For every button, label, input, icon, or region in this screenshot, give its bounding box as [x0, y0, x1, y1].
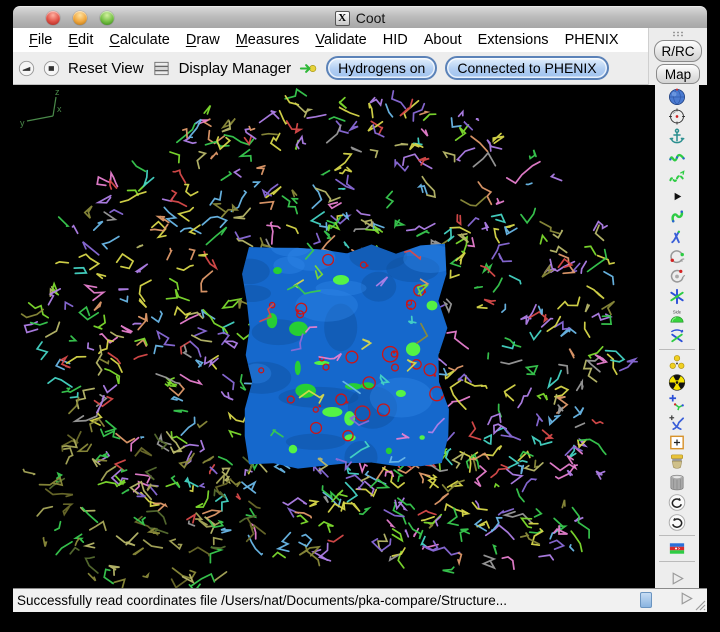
torsion-general-icon[interactable] — [667, 267, 687, 286]
menu-item-phenix[interactable]: PHENIX — [564, 32, 619, 48]
rrc-button[interactable]: R/RC — [654, 40, 702, 62]
toolbar-separator — [659, 535, 695, 536]
run-play-icon[interactable] — [667, 569, 687, 588]
merge-molecules-icon[interactable] — [667, 353, 687, 372]
edit-chi-angles-icon[interactable] — [667, 247, 687, 266]
header-right-panel: R/RC Map — [648, 28, 707, 85]
globe-icon[interactable] — [667, 87, 687, 106]
map-button[interactable]: Map — [656, 64, 700, 84]
window-title-area: X Coot — [13, 7, 707, 29]
alt-conf-icon[interactable] — [667, 287, 687, 306]
display-manager-button[interactable]: Display Manager — [178, 59, 292, 77]
status-message: Successfully read coordinates file /User… — [17, 593, 507, 608]
undo-nav-button[interactable] — [18, 60, 35, 77]
undo-icon[interactable] — [667, 493, 687, 512]
menu-item-extensions[interactable]: Extensions — [477, 32, 549, 48]
main-toolbar: Reset View Display Manager Hydrogens on … — [13, 52, 648, 85]
run-script-button[interactable] — [676, 589, 696, 608]
close-button[interactable] — [46, 11, 60, 25]
reset-view-button[interactable]: Reset View — [68, 59, 144, 77]
svg-text:z: z — [55, 87, 60, 97]
toolbar-separator — [659, 561, 695, 562]
stop-nav-button[interactable] — [43, 60, 60, 77]
recentre-target-icon[interactable] — [667, 107, 687, 126]
flip-peptide-icon[interactable] — [667, 327, 687, 346]
rotamer-manual-icon[interactable] — [667, 227, 687, 246]
titlebar[interactable]: X Coot — [13, 6, 707, 28]
traffic-lights — [46, 11, 114, 25]
main-area: z y x Side — [13, 85, 707, 588]
refine-zone-icon[interactable] — [667, 147, 687, 166]
menu-item-file[interactable]: File — [29, 32, 53, 48]
regularize-zone-icon[interactable] — [667, 167, 687, 186]
connect-arrow-icon — [299, 59, 318, 78]
menu-bar: File Edit Calculate Draw Measures Validate HID… — [13, 28, 648, 52]
toolbar-drag-handle-icon[interactable] — [672, 31, 684, 37]
menu-item-validate[interactable]: Validate — [315, 32, 367, 48]
flag-icon[interactable] — [667, 539, 687, 558]
anchor-icon[interactable] — [667, 127, 687, 146]
menu-item-edit[interactable]: Edit — [68, 32, 94, 48]
x11-app-icon: X — [334, 10, 350, 26]
menu-item-calculate[interactable]: Calculate — [109, 32, 170, 48]
display-manager-icon — [152, 59, 171, 78]
clear-brush-icon[interactable] — [667, 453, 687, 472]
rotamer-fit-icon[interactable] — [667, 207, 687, 226]
status-scrollbar-thumb[interactable] — [640, 592, 652, 608]
mutate-radiation-icon[interactable] — [667, 373, 687, 392]
side-chain-180-icon[interactable]: Side — [667, 307, 687, 326]
svg-text:x: x — [57, 104, 62, 114]
app-window: X Coot File Edit Calculate Draw Measures Vali… — [13, 6, 707, 612]
hydrogens-on-button[interactable]: Hydrogens on — [326, 56, 438, 80]
status-bar: Successfully read coordinates file /User… — [13, 588, 707, 612]
modelling-toolbar: Side — [655, 85, 699, 588]
delete-item-icon[interactable] — [667, 473, 687, 492]
menu-item-about[interactable]: About — [423, 32, 462, 48]
add-alt-atom-icon[interactable] — [667, 413, 687, 432]
minimize-button[interactable] — [73, 11, 87, 25]
svg-text:Side: Side — [673, 310, 682, 315]
svg-text:y: y — [20, 118, 25, 128]
window-edge — [699, 85, 707, 588]
place-atom-icon[interactable] — [667, 433, 687, 452]
gl-canvas-viewport[interactable]: z y x — [13, 85, 655, 588]
menu-item-hid[interactable]: HID — [382, 32, 408, 48]
menu-item-draw[interactable]: Draw — [185, 32, 220, 48]
connected-to-phenix-button[interactable]: Connected to PHENIX — [445, 56, 609, 80]
window-title: Coot — [355, 10, 386, 26]
zoom-button[interactable] — [100, 11, 114, 25]
resize-grip[interactable] — [693, 598, 706, 611]
redo-icon[interactable] — [667, 513, 687, 532]
expander-triangle-icon[interactable] — [667, 187, 687, 206]
toolbar-separator — [659, 349, 695, 350]
add-residue-icon[interactable] — [667, 393, 687, 412]
menu-item-measures[interactable]: Measures — [235, 32, 300, 48]
